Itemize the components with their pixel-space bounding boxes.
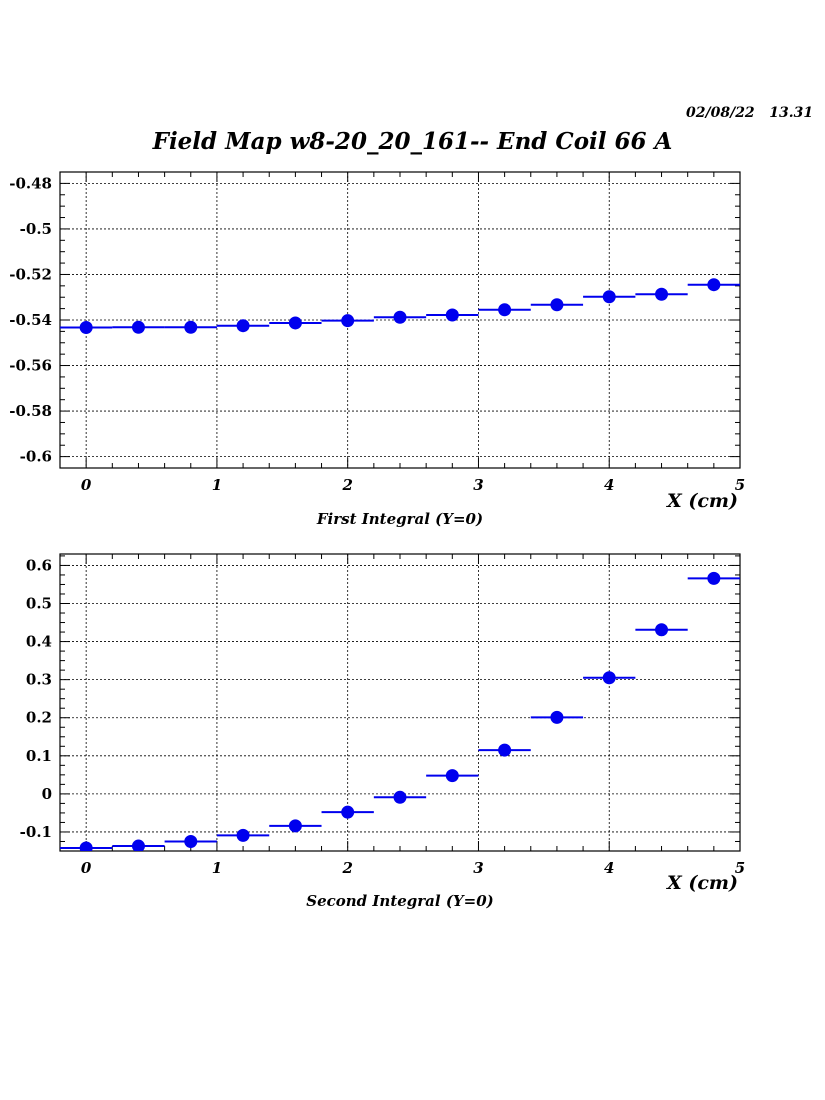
page-title: Field Map w8-20_20_161-- End Coil 66 A (152, 128, 673, 155)
plot-frame (59, 553, 741, 852)
x-tick-label: 1 (212, 859, 222, 877)
plot-frame (59, 171, 741, 469)
data-point (550, 710, 564, 724)
y-tick-label: -0.56 (9, 357, 52, 375)
y-tick-label: -0.58 (9, 402, 52, 420)
panel-2: 0 1 2 3 4 5 0.6 0.5 0.4 0.3 0.2 0.1 0 -0.1 X (cm) Secon… (20, 553, 745, 910)
y-tick-label: 0.1 (26, 747, 52, 765)
data-point (498, 303, 512, 317)
data-series (60, 278, 740, 335)
data-point (236, 319, 250, 333)
data-point (288, 316, 302, 330)
data-series (60, 571, 740, 851)
x-tick-label: 1 (212, 476, 222, 494)
data-point (393, 790, 407, 804)
y-tick-label: -0.1 (20, 823, 52, 841)
data-point (707, 571, 721, 585)
data-point (236, 828, 250, 842)
data-point (341, 805, 355, 819)
data-point (550, 298, 564, 312)
data-point (707, 278, 721, 292)
data-point (184, 320, 198, 334)
x-tick-label: 0 (81, 859, 92, 877)
panel-1: 0 1 2 3 4 5 -0.48 -0.5 -0.52 -0.54 -0.56 -0.58 -0.6 X… (9, 171, 745, 528)
y-tick-label: -0.6 (20, 448, 52, 466)
y-tick-label: -0.54 (9, 311, 52, 329)
x-tick-label: 0 (81, 476, 92, 494)
data-point (602, 290, 616, 304)
y-tick-label: 0.4 (26, 633, 52, 651)
data-point (602, 671, 616, 685)
x-tick-label: 5 (735, 476, 745, 494)
x-tick-label: 4 (604, 476, 614, 494)
y-tick-label: 0.3 (26, 671, 52, 689)
data-point (445, 769, 459, 783)
y-tick-label: -0.5 (20, 220, 52, 238)
data-point (79, 841, 93, 851)
x-tick-label: 3 (473, 859, 483, 877)
x-tick-label: 2 (341, 476, 352, 494)
x-tick-label: 4 (604, 859, 614, 877)
data-point (655, 287, 669, 301)
y-tick-label: -0.48 (9, 174, 52, 192)
x-axis-label: X (cm) (666, 872, 738, 894)
data-point (79, 321, 93, 335)
data-point (445, 308, 459, 322)
data-point (498, 743, 512, 757)
x-axis-label: X (cm) (666, 490, 738, 512)
y-tick-label: -0.52 (9, 265, 52, 283)
x-tick-label: 2 (341, 859, 352, 877)
data-point (131, 320, 145, 334)
chart-title: Second Integral (Y=0) (306, 892, 493, 910)
y-tick-label: 0.6 (26, 556, 52, 574)
data-point (131, 839, 145, 851)
data-point (341, 314, 355, 328)
x-tick-label: 3 (473, 476, 483, 494)
y-tick-label: 0.2 (26, 709, 52, 727)
y-tick-label: 0 (42, 785, 52, 803)
data-point (655, 623, 669, 637)
data-point (184, 834, 198, 848)
x-tick-label: 5 (735, 859, 745, 877)
data-point (288, 819, 302, 833)
data-point (393, 310, 407, 324)
chart-title: First Integral (Y=0) (316, 510, 483, 528)
datestamp: 02/08/22 13.31 (686, 105, 814, 121)
y-tick-label: 0.5 (26, 595, 52, 613)
